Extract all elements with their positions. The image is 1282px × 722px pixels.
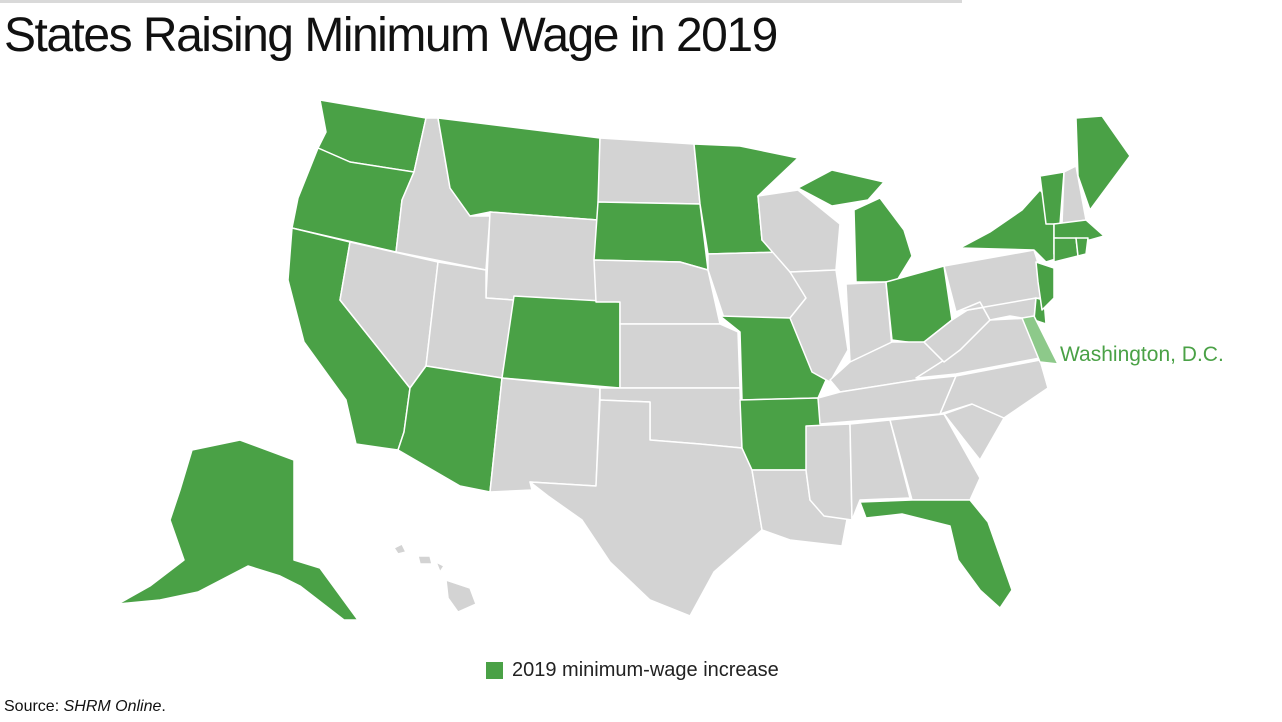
state-NC[interactable] (939, 359, 1049, 419)
state-CT[interactable] (1053, 237, 1079, 263)
top-rule (0, 0, 962, 3)
state-ME[interactable] (1075, 115, 1131, 211)
state-KS[interactable] (619, 323, 741, 389)
state-NJ[interactable] (1035, 261, 1055, 311)
state-GA[interactable] (889, 413, 981, 501)
dc-label: Washington, D.C. (1060, 343, 1224, 366)
dc-callout-wedge (1021, 315, 1059, 365)
map-title: States Raising Minimum Wage in 2019 (4, 9, 778, 62)
source-note: Source: SHRM Online. (4, 698, 166, 716)
source-name: SHRM Online (63, 698, 162, 715)
legend-label: 2019 minimum-wage increase (512, 659, 779, 681)
state-HI[interactable] (393, 543, 477, 613)
state-IL[interactable] (789, 269, 849, 383)
state-MI-upper[interactable] (797, 169, 885, 207)
state-AZ[interactable] (397, 365, 503, 493)
state-RI[interactable] (1075, 237, 1089, 257)
legend: 2019 minimum-wage increase (486, 659, 779, 682)
state-MI-lower[interactable] (853, 197, 913, 283)
state-WY[interactable] (485, 211, 599, 307)
state-CO[interactable] (501, 295, 621, 389)
state-NM[interactable] (489, 377, 601, 493)
state-FL[interactable] (859, 499, 1013, 609)
state-MT[interactable] (437, 117, 601, 221)
state-ND[interactable] (597, 137, 701, 205)
state-AL[interactable] (849, 419, 911, 521)
state-MA[interactable] (1053, 219, 1105, 241)
source-suffix: . (161, 698, 166, 715)
state-AK[interactable] (117, 439, 359, 621)
state-TX[interactable] (529, 399, 763, 617)
legend-swatch (486, 662, 503, 679)
source-prefix: Source: (4, 698, 64, 715)
